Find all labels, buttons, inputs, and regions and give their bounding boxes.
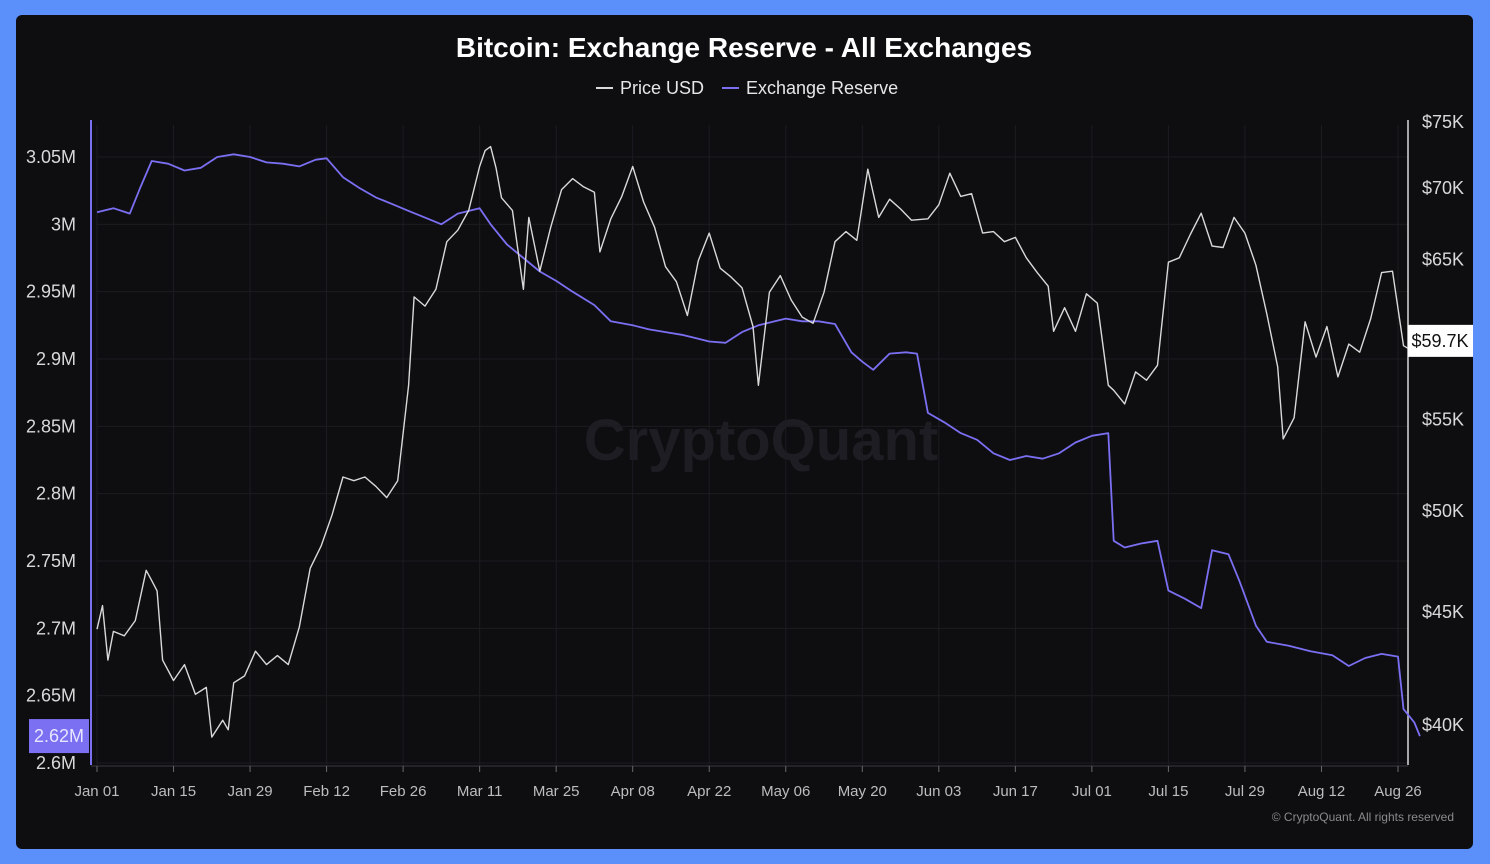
- right-current-label: $59.7K: [1411, 331, 1468, 351]
- legend-reserve-label: Exchange Reserve: [746, 78, 898, 98]
- right-current-badge: [1408, 324, 1473, 357]
- copyright-note: © CryptoQuant. All rights reserved: [1272, 810, 1454, 824]
- x-tick-label: Apr 08: [611, 783, 655, 800]
- series-lines: [96, 145, 1421, 738]
- x-tick-label: Jul 15: [1148, 783, 1188, 800]
- left-tick-label: 2.8M: [36, 484, 76, 504]
- x-tick-label: Aug 12: [1298, 783, 1346, 800]
- right-tick-label: $50K: [1422, 501, 1464, 521]
- x-tick-label: Aug 26: [1374, 783, 1422, 800]
- left-tick-label: 2.95M: [26, 282, 76, 302]
- left-tick-label: 3M: [51, 214, 76, 234]
- x-tick-label: Mar 11: [457, 783, 503, 800]
- left-tick-label: 3.05M: [26, 147, 76, 167]
- x-tick-label: Jun 03: [916, 783, 961, 800]
- x-tick-label: Jan 01: [74, 783, 119, 800]
- left-tick-label: 2.6M: [36, 753, 76, 773]
- grid-lines: [96, 125, 1408, 765]
- axis-labels: 3.05M 3M 2.95M 2.9M 2.85M 2.8M 2.75M 2.7M 2.65M 2…: [26, 112, 1473, 800]
- x-tick-label: May 20: [838, 783, 887, 800]
- left-tick-label: 2.9M: [36, 349, 76, 369]
- right-tick-label: $65K: [1422, 249, 1464, 269]
- x-tick-label: Apr 22: [687, 783, 731, 800]
- right-tick-label: $45K: [1422, 602, 1464, 622]
- x-tick-label: Feb 12: [303, 783, 350, 800]
- legend: Price USD Exchange Reserve: [596, 78, 898, 98]
- right-tick-label: $70K: [1422, 178, 1464, 198]
- chart-svg: Bitcoin: Exchange Reserve - All Exchange…: [26, 32, 1473, 824]
- left-current-badge: [29, 719, 89, 754]
- right-tick-label: $75K: [1422, 112, 1464, 132]
- left-tick-label: 2.85M: [26, 416, 76, 436]
- left-tick-label: 2.65M: [26, 686, 76, 706]
- x-tick-label: Feb 26: [380, 783, 427, 800]
- chart-frame: Bitcoin: Exchange Reserve - All Exchange…: [16, 15, 1473, 849]
- exchange-reserve-line: [96, 153, 1421, 737]
- right-tick-label: $55K: [1422, 410, 1464, 430]
- left-current-label: 2.62M: [34, 726, 84, 746]
- x-tick-label: Jan 29: [228, 783, 273, 800]
- chart-title: Bitcoin: Exchange Reserve - All Exchange…: [456, 32, 1032, 63]
- watermark: CryptoQuant: [584, 408, 938, 473]
- x-tick-label: Jul 29: [1225, 783, 1265, 800]
- left-tick-label: 2.75M: [26, 551, 76, 571]
- legend-price-label: Price USD: [620, 78, 704, 98]
- x-tick-label: Jul 01: [1072, 783, 1112, 800]
- x-tick-label: Mar 25: [533, 783, 580, 800]
- left-tick-label: 2.7M: [36, 618, 76, 638]
- right-tick-label: $40K: [1422, 715, 1464, 735]
- x-tick-label: Jan 15: [151, 783, 196, 800]
- x-tick-label: Jun 17: [993, 783, 1038, 800]
- axes: [90, 120, 1409, 772]
- x-tick-label: May 06: [761, 783, 810, 800]
- price-usd-line: [96, 145, 1421, 738]
